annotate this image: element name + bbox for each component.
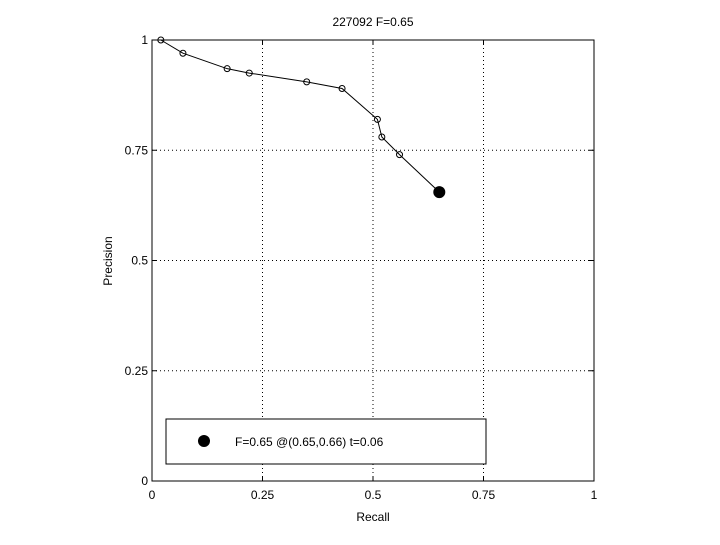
x-tick-label-4: 1: [591, 488, 598, 502]
legend-entry-label: F=0.65 @(0.65,0.66) t=0.06: [235, 435, 384, 449]
series-point-0-8: [396, 151, 404, 159]
legend-frame: [165, 418, 487, 465]
y-tick-label-0: 0: [141, 474, 148, 488]
series-point-0-7: [378, 133, 386, 141]
chart-title: 227092 F=0.65: [332, 15, 413, 29]
axis-ticks: 0 0.25 0.5 0.75 1 0 0.25 0.5 0.75 1: [125, 33, 598, 502]
series-line-0: [160, 39, 440, 193]
y-tick-label-3: 0.75: [125, 143, 149, 157]
legend-marker: [198, 435, 210, 447]
series-point-0-5: [338, 85, 346, 93]
x-tick-label-3: 0.75: [472, 488, 496, 502]
series-point-0-2: [223, 65, 231, 73]
x-tick-label-0: 0: [149, 488, 156, 502]
series-point-0-1: [179, 49, 187, 57]
y-axis-label: Precision: [101, 236, 115, 285]
series-point-0-4: [303, 78, 311, 86]
grid-lines: [152, 40, 594, 481]
y-tick-label-2: 0.5: [131, 254, 148, 268]
best-f-point: [433, 186, 446, 199]
x-tick-label-2: 0.5: [365, 488, 382, 502]
series-point-0-6: [373, 115, 381, 123]
series-point-0-0: [157, 36, 165, 44]
x-tick-label-1: 0.25: [251, 488, 275, 502]
series-layer: [157, 36, 446, 199]
legend-box: F=0.65 @(0.65,0.66) t=0.06: [165, 418, 487, 465]
series-point-0-3: [245, 69, 253, 77]
y-tick-label-1: 0.25: [125, 364, 149, 378]
x-axis-label: Recall: [356, 510, 389, 524]
y-tick-label-4: 1: [141, 33, 148, 47]
